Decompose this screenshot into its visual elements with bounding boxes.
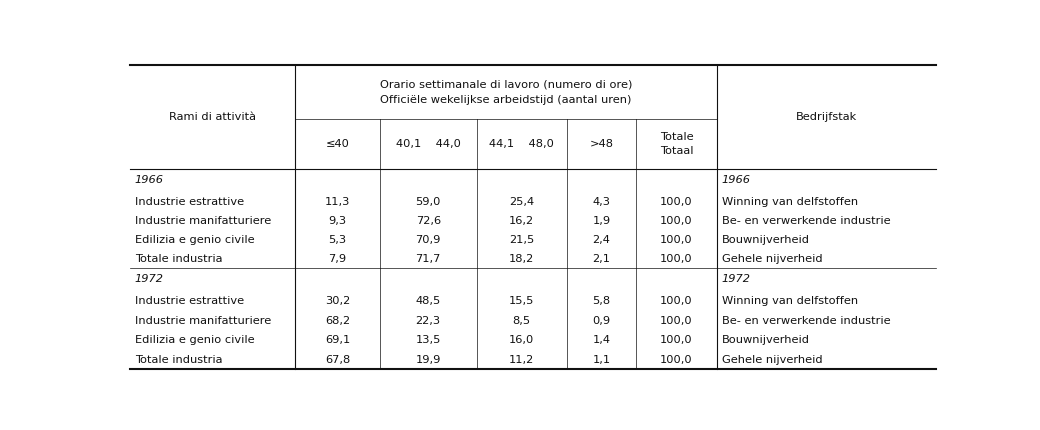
- Text: 9,3: 9,3: [329, 216, 346, 226]
- Text: 40,1    44,0: 40,1 44,0: [396, 139, 461, 149]
- Text: 25,4: 25,4: [510, 197, 535, 206]
- Text: Totale industria: Totale industria: [135, 355, 223, 365]
- Text: 19,9: 19,9: [416, 355, 441, 365]
- Text: Industrie manifatturiere: Industrie manifatturiere: [135, 216, 271, 226]
- Text: 59,0: 59,0: [416, 197, 441, 206]
- Text: Gehele nijverheid: Gehele nijverheid: [722, 254, 823, 264]
- Text: Edilizia e genio civile: Edilizia e genio civile: [135, 235, 255, 245]
- Text: 100,0: 100,0: [660, 316, 693, 326]
- Text: 11,3: 11,3: [324, 197, 350, 206]
- Text: 1,4: 1,4: [593, 335, 610, 345]
- Text: Industrie manifatturiere: Industrie manifatturiere: [135, 316, 271, 326]
- Text: 68,2: 68,2: [324, 316, 350, 326]
- Text: 16,0: 16,0: [510, 335, 535, 345]
- Text: 4,3: 4,3: [593, 197, 610, 206]
- Text: 48,5: 48,5: [416, 296, 441, 307]
- Text: 100,0: 100,0: [660, 254, 693, 264]
- Text: 1966: 1966: [722, 175, 751, 184]
- Text: Rami di attività: Rami di attività: [170, 112, 256, 122]
- Text: 100,0: 100,0: [660, 197, 693, 206]
- Text: Bouwnijverheid: Bouwnijverheid: [722, 335, 809, 345]
- Text: 18,2: 18,2: [510, 254, 535, 264]
- Text: 44,1    48,0: 44,1 48,0: [489, 139, 554, 149]
- Text: 1,9: 1,9: [593, 216, 610, 226]
- Text: 5,3: 5,3: [329, 235, 346, 245]
- Text: 1,1: 1,1: [593, 355, 610, 365]
- Text: 13,5: 13,5: [416, 335, 441, 345]
- Text: 69,1: 69,1: [324, 335, 350, 345]
- Text: 100,0: 100,0: [660, 235, 693, 245]
- Text: 21,5: 21,5: [510, 235, 535, 245]
- Text: 15,5: 15,5: [509, 296, 535, 307]
- Text: Orario settimanale di lavoro (numero di ore)
Officiële wekelijkse arbeidstijd (a: Orario settimanale di lavoro (numero di …: [380, 80, 632, 104]
- Text: Industrie estrattive: Industrie estrattive: [135, 197, 244, 206]
- Text: 71,7: 71,7: [416, 254, 441, 264]
- Text: 100,0: 100,0: [660, 216, 693, 226]
- Text: 100,0: 100,0: [660, 355, 693, 365]
- Text: 72,6: 72,6: [416, 216, 441, 226]
- Text: Industrie estrattive: Industrie estrattive: [135, 296, 244, 307]
- Text: 7,9: 7,9: [329, 254, 346, 264]
- Text: >48: >48: [590, 139, 614, 149]
- Text: 22,3: 22,3: [416, 316, 441, 326]
- Text: Be- en verwerkende industrie: Be- en verwerkende industrie: [722, 316, 890, 326]
- Text: Totale
Totaal: Totale Totaal: [659, 132, 694, 157]
- Text: Winning van delfstoffen: Winning van delfstoffen: [722, 296, 858, 307]
- Text: Bouwnijverheid: Bouwnijverheid: [722, 235, 809, 245]
- Text: 1972: 1972: [135, 274, 164, 284]
- Text: Bedrijfstak: Bedrijfstak: [796, 112, 857, 122]
- Text: 2,4: 2,4: [593, 235, 610, 245]
- Text: 11,2: 11,2: [510, 355, 535, 365]
- Text: Edilizia e genio civile: Edilizia e genio civile: [135, 335, 255, 345]
- Text: 100,0: 100,0: [660, 296, 693, 307]
- Text: 100,0: 100,0: [660, 335, 693, 345]
- Text: 1966: 1966: [135, 175, 164, 184]
- Text: 67,8: 67,8: [324, 355, 350, 365]
- Text: 30,2: 30,2: [324, 296, 350, 307]
- Text: 5,8: 5,8: [593, 296, 610, 307]
- Text: 1972: 1972: [722, 274, 751, 284]
- Text: 16,2: 16,2: [510, 216, 535, 226]
- Text: Be- en verwerkende industrie: Be- en verwerkende industrie: [722, 216, 890, 226]
- Text: 8,5: 8,5: [513, 316, 530, 326]
- Text: Totale industria: Totale industria: [135, 254, 223, 264]
- Text: 70,9: 70,9: [416, 235, 441, 245]
- Text: Winning van delfstoffen: Winning van delfstoffen: [722, 197, 858, 206]
- Text: ≤40: ≤40: [326, 139, 349, 149]
- Text: 0,9: 0,9: [593, 316, 610, 326]
- Text: Gehele nijverheid: Gehele nijverheid: [722, 355, 823, 365]
- Text: 2,1: 2,1: [593, 254, 610, 264]
